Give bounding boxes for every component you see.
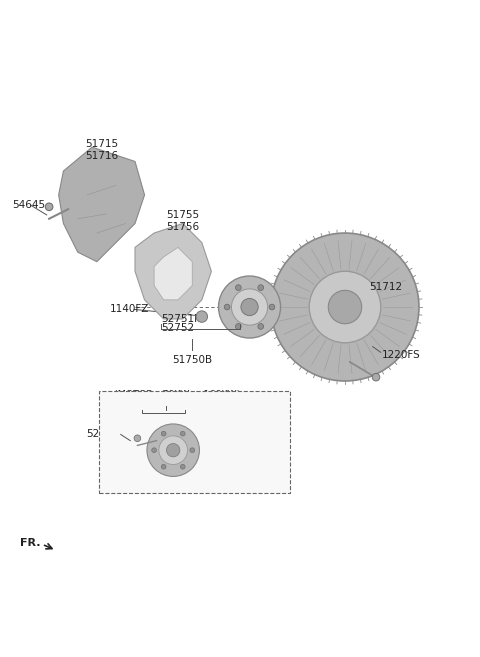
Text: 1140FZ: 1140FZ xyxy=(110,304,150,315)
Circle shape xyxy=(147,424,199,476)
Circle shape xyxy=(218,276,281,338)
Text: 1220FS: 1220FS xyxy=(382,350,420,360)
Text: 52751F: 52751F xyxy=(161,314,200,324)
Text: 51715
51716: 51715 51716 xyxy=(85,139,118,161)
Circle shape xyxy=(159,436,188,464)
FancyBboxPatch shape xyxy=(99,390,290,493)
Circle shape xyxy=(236,324,241,329)
Polygon shape xyxy=(135,223,211,319)
Circle shape xyxy=(180,431,185,436)
Text: FR.: FR. xyxy=(21,538,41,548)
Circle shape xyxy=(190,448,195,453)
Text: 52752: 52752 xyxy=(161,323,194,333)
Text: (MOTOR - 70KW + 160KW): (MOTOR - 70KW + 160KW) xyxy=(114,390,240,399)
Circle shape xyxy=(152,448,156,453)
Circle shape xyxy=(231,289,268,325)
Circle shape xyxy=(328,290,362,324)
Text: 51712: 51712 xyxy=(369,283,402,292)
Circle shape xyxy=(161,431,166,436)
Circle shape xyxy=(224,304,230,310)
Circle shape xyxy=(196,311,207,323)
Circle shape xyxy=(309,271,381,343)
Text: 51750B: 51750B xyxy=(172,355,212,365)
Circle shape xyxy=(161,464,166,469)
Polygon shape xyxy=(59,147,144,261)
Circle shape xyxy=(45,203,53,211)
Text: 52752: 52752 xyxy=(86,430,120,440)
Circle shape xyxy=(134,435,141,442)
Circle shape xyxy=(269,304,275,310)
Circle shape xyxy=(372,373,380,381)
Text: 51755
51756: 51755 51756 xyxy=(166,210,199,233)
Text: 51750: 51750 xyxy=(150,396,182,406)
Circle shape xyxy=(241,298,258,315)
Circle shape xyxy=(271,233,419,381)
Circle shape xyxy=(258,324,264,329)
Polygon shape xyxy=(154,248,192,300)
Circle shape xyxy=(258,284,264,290)
Circle shape xyxy=(180,464,185,469)
Text: 54645: 54645 xyxy=(12,200,45,210)
Circle shape xyxy=(167,443,180,457)
Circle shape xyxy=(236,284,241,290)
